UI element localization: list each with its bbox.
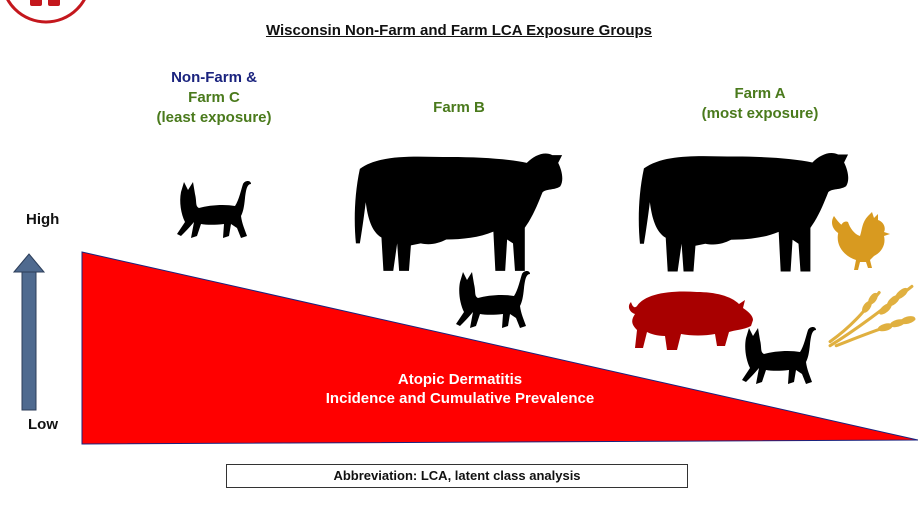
logo-icon <box>6 0 86 24</box>
triangle-caption: Atopic Dermatitis Incidence and Cumulati… <box>250 370 670 408</box>
abbreviation-box: Abbreviation: LCA, latent class analysis <box>226 464 688 488</box>
cow-icon <box>638 152 849 272</box>
cow-icon <box>354 153 563 271</box>
level-low-label: Low <box>28 416 58 433</box>
prevalence-triangle <box>81 251 918 445</box>
cat-icon <box>177 181 251 238</box>
cat-icon <box>456 271 530 328</box>
group-nonfarm-line2: Farm C <box>188 89 240 106</box>
level-high-label: High <box>26 211 60 228</box>
diagram-title: Wisconsin Non-Farm and Farm LCA Exposure… <box>265 22 653 39</box>
group-nonfarm-line1: Non-Farm & <box>171 69 257 86</box>
group-farm-a-label: Farm A (most exposure) <box>670 84 850 124</box>
arrow-up-icon <box>12 253 46 411</box>
cat-icon <box>742 327 816 384</box>
triangle-caption-line2: Incidence and Cumulative Prevalence <box>325 390 595 407</box>
group-nonfarm-line3: (least exposure) <box>156 109 272 126</box>
group-farm-a-line2: (most exposure) <box>701 105 819 122</box>
group-farm-a-line1: Farm A <box>734 85 786 102</box>
wheat-icon <box>828 284 918 348</box>
pig-icon <box>628 291 753 350</box>
group-nonfarm-label: Non-Farm & Farm C (least exposure) <box>134 68 294 128</box>
rooster-icon <box>832 212 890 270</box>
triangle-caption-line1: Atopic Dermatitis <box>397 371 523 388</box>
group-farm-b-label: Farm B <box>433 99 485 116</box>
